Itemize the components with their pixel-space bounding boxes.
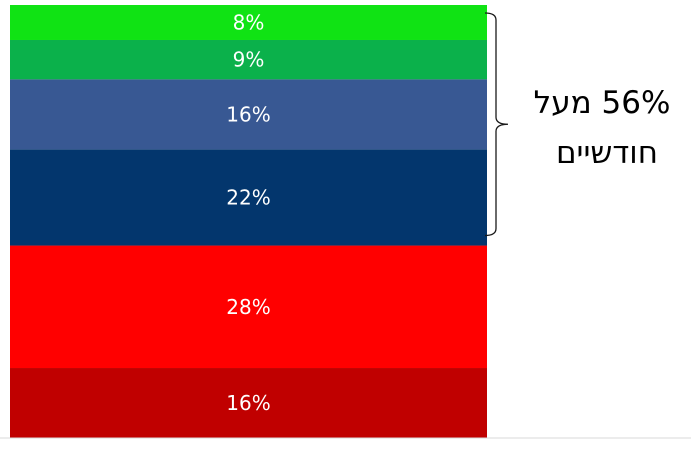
data-label-5: 9% bbox=[233, 48, 265, 72]
annotation-line-2: חודשיים bbox=[556, 135, 658, 171]
data-labels: 16% 28% 22% 16% 9% 8% bbox=[226, 10, 270, 415]
bar-segments bbox=[10, 5, 487, 438]
bar-segment-2 bbox=[10, 245, 487, 369]
bar-segment-4 bbox=[10, 79, 487, 150]
data-label-6: 8% bbox=[233, 10, 265, 34]
data-label-1: 16% bbox=[226, 391, 270, 415]
data-label-3: 22% bbox=[226, 185, 270, 209]
bar-segment-5 bbox=[10, 39, 487, 80]
annotation-bracket bbox=[484, 12, 509, 237]
data-label-4: 16% bbox=[226, 102, 270, 126]
bar-segment-6 bbox=[10, 5, 487, 40]
bar-segment-1 bbox=[10, 368, 487, 438]
data-label-2: 28% bbox=[226, 295, 270, 319]
bar-segment-3 bbox=[10, 149, 487, 246]
annotation-line-1: 56% מעל bbox=[534, 85, 671, 121]
